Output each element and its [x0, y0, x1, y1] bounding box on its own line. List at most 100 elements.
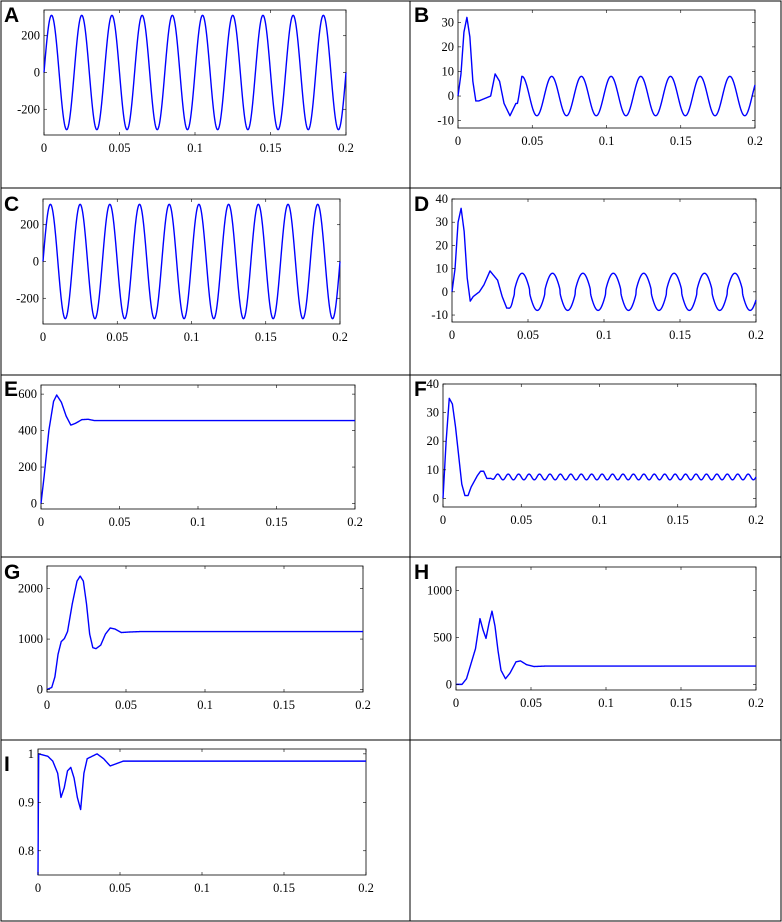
plot-area [451, 198, 757, 323]
y-tick-label: 600 [18, 387, 37, 401]
chart-panel-g: 0 0.05 0.1 0.15 0.2 2000 1000 0 G [4, 561, 371, 712]
y-tick-label: 1 [28, 747, 34, 761]
y-tick-label: 0 [433, 491, 439, 505]
x-tick-label: 0.15 [255, 330, 277, 344]
y-tick-label: 200 [20, 218, 39, 232]
x-tick-label: 0 [41, 141, 47, 155]
plot-area [46, 565, 364, 693]
y-tick-label: 30 [427, 406, 440, 420]
x-tick-label: 0.05 [521, 134, 543, 148]
x-tick-label: 0.05 [510, 513, 532, 527]
series-line [37, 753, 367, 876]
x-tick-label: 0.05 [517, 328, 539, 342]
panel-label: A [4, 4, 19, 27]
chart-panel-c: 0 0.05 0.1 0.15 0.2 200 0 -200 C [4, 193, 348, 344]
x-tick-label: 0.15 [670, 134, 692, 148]
x-tick-label: 0.05 [109, 141, 131, 155]
x-tick-label: 0.2 [747, 134, 763, 148]
chart-panel-e: 0 0.05 0.1 0.15 0.2 600 400 200 0 E [4, 378, 363, 529]
series-line [451, 207, 757, 312]
x-tick-label: 0 [455, 134, 461, 148]
x-tick-label: 0.1 [197, 698, 213, 712]
y-tick-label: 2000 [18, 582, 43, 596]
series-line [40, 394, 356, 504]
y-tick-label: 500 [433, 630, 452, 644]
x-tick-label: 0.2 [355, 698, 371, 712]
chart-panel-i: 0 0.05 0.1 0.15 0.2 1 0.9 0.8 I [4, 747, 374, 895]
chart-panel-a: 0 0.05 0.1 0.15 0.2 200 0 -200 A [4, 4, 354, 155]
x-tick-label: 0.1 [187, 141, 203, 155]
series-line [457, 16, 756, 117]
plot-area [37, 748, 367, 876]
x-tick-label: 0.1 [599, 134, 615, 148]
x-tick-label: 0.2 [748, 696, 764, 710]
chart-panel-f: 0 0.05 0.1 0.15 0.2 40 30 20 10 0 F [414, 377, 764, 527]
panel-label: H [414, 561, 429, 584]
panel-label: F [414, 378, 427, 401]
x-tick-label: 0.1 [184, 330, 200, 344]
series-line [46, 575, 364, 691]
x-tick-label: 0.15 [670, 696, 692, 710]
x-tick-label: 0.15 [260, 141, 282, 155]
y-tick-label: 0 [31, 497, 37, 511]
y-tick-label: 10 [442, 64, 455, 78]
x-tick-label: 0.05 [106, 330, 128, 344]
x-tick-label: 0.15 [266, 515, 288, 529]
y-tick-label: 0 [448, 89, 454, 103]
x-tick-label: 0 [38, 515, 44, 529]
y-tick-label: 40 [436, 192, 449, 206]
x-tick-label: 0.2 [748, 328, 764, 342]
y-tick-label: 20 [427, 434, 440, 448]
x-tick-label: 0.15 [273, 698, 295, 712]
y-tick-label: 20 [442, 40, 455, 54]
series-line [455, 610, 757, 686]
y-tick-label: 0 [33, 255, 39, 269]
x-tick-label: 0.15 [667, 513, 689, 527]
x-tick-label: 0.2 [748, 513, 764, 527]
y-tick-label: 20 [436, 238, 449, 252]
plot-area [455, 566, 757, 691]
y-tick-label: 1000 [427, 583, 452, 597]
y-tick-label: 30 [436, 215, 449, 229]
y-tick-label: 0 [442, 285, 448, 299]
series-line [43, 14, 347, 131]
y-tick-label: 0.8 [18, 844, 34, 858]
y-tick-label: 40 [427, 377, 440, 391]
x-tick-label: 0.05 [520, 696, 542, 710]
y-tick-label: -200 [16, 291, 39, 305]
x-tick-label: 0.2 [347, 515, 363, 529]
x-tick-label: 0.15 [669, 328, 691, 342]
y-tick-label: 0 [446, 677, 452, 691]
table-cell [409, 739, 782, 922]
y-tick-label: 0 [34, 66, 40, 80]
x-tick-label: 0 [40, 330, 46, 344]
x-tick-label: 0 [35, 881, 41, 895]
x-tick-label: 0 [453, 696, 459, 710]
x-tick-label: 0.1 [592, 513, 608, 527]
panel-label: G [4, 561, 20, 584]
plot-area [457, 9, 756, 129]
y-tick-label: -10 [431, 308, 448, 322]
chart-panel-h: 0 0.05 0.1 0.15 0.2 1000 500 0 H [414, 561, 764, 710]
y-tick-label: 400 [18, 424, 37, 438]
x-tick-label: 0.1 [190, 515, 206, 529]
plot-area [40, 384, 356, 510]
x-tick-label: 0.05 [109, 515, 131, 529]
y-tick-label: 30 [442, 15, 455, 29]
y-tick-label: 10 [436, 262, 449, 276]
x-tick-label: 0.05 [115, 698, 137, 712]
plot-area [442, 383, 757, 508]
x-tick-label: 0.2 [338, 141, 354, 155]
panel-label: B [414, 4, 429, 27]
panel-label: I [4, 753, 10, 776]
x-tick-label: 0.1 [598, 696, 614, 710]
x-tick-label: 0 [44, 698, 50, 712]
x-tick-label: 0.2 [358, 881, 374, 895]
x-tick-label: 0.2 [332, 330, 348, 344]
series-line [42, 203, 341, 320]
x-tick-label: 0 [449, 328, 455, 342]
